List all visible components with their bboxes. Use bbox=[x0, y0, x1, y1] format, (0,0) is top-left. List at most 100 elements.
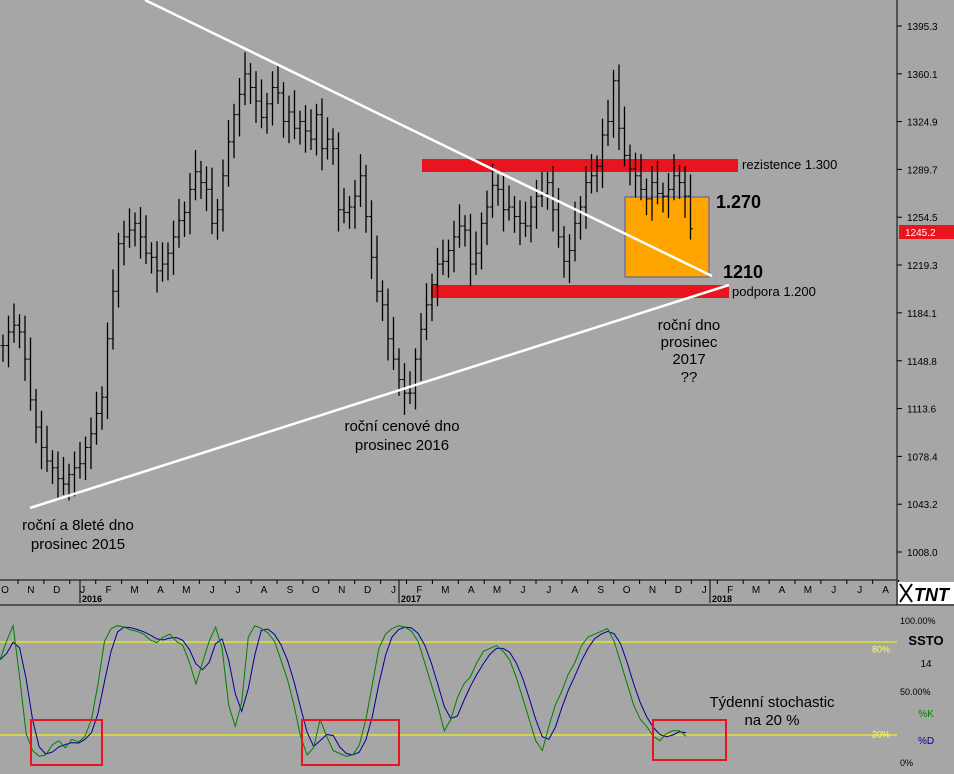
price-bar bbox=[396, 348, 402, 396]
price-bar bbox=[176, 198, 182, 248]
x-month-label: M bbox=[182, 585, 190, 596]
stoch-tick-label: 80% bbox=[872, 644, 890, 654]
x-month-label: A bbox=[571, 585, 578, 596]
price-bar bbox=[204, 166, 209, 212]
y-tick-label: 1395.3 bbox=[907, 22, 938, 33]
price-bar bbox=[171, 220, 176, 275]
price-bar bbox=[242, 52, 248, 106]
price-bar bbox=[561, 226, 567, 278]
price-bar bbox=[187, 173, 193, 235]
price-bar bbox=[292, 90, 297, 140]
price-bar bbox=[138, 207, 143, 259]
price-bar bbox=[567, 234, 572, 284]
price-bar bbox=[325, 117, 330, 160]
price-bar bbox=[380, 280, 385, 322]
stoch-name-label: SSTO bbox=[908, 633, 943, 648]
y-tick-label: 1324.9 bbox=[907, 118, 938, 129]
price-axis-background bbox=[897, 0, 954, 578]
support-label: podpora 1.200 bbox=[732, 284, 816, 299]
price-bar bbox=[308, 109, 314, 150]
price-bar bbox=[462, 215, 468, 247]
price-bar bbox=[688, 174, 693, 240]
price-bar bbox=[451, 220, 457, 273]
price-bar bbox=[253, 71, 259, 123]
price-bar bbox=[572, 201, 578, 262]
price-bar bbox=[413, 348, 418, 410]
price-bar bbox=[55, 451, 61, 501]
x-month-label: N bbox=[27, 585, 34, 596]
price-bar bbox=[127, 208, 132, 248]
x-month-label: A bbox=[882, 585, 889, 596]
price-bar bbox=[589, 154, 594, 194]
x-year-label: 2017 bbox=[401, 594, 421, 604]
price-bar bbox=[352, 179, 358, 229]
price-y-axis: 1395.3 1360.1 1324.9 1289.7 1254.5 1219.3 1184… bbox=[897, 22, 938, 559]
stoch-d-legend: %D bbox=[918, 736, 934, 747]
price-bar bbox=[611, 69, 616, 138]
x-month-label: J bbox=[521, 585, 526, 596]
x-month-label: N bbox=[338, 585, 345, 596]
price-bar bbox=[132, 212, 138, 247]
price-bar bbox=[209, 167, 215, 235]
price-bar bbox=[473, 231, 479, 275]
price-bar bbox=[600, 118, 605, 189]
y-tick-label: 1360.1 bbox=[907, 70, 938, 81]
price-bar bbox=[506, 185, 512, 221]
price-bar bbox=[578, 196, 583, 240]
price-bar bbox=[330, 128, 336, 165]
price-bar bbox=[231, 103, 237, 159]
price-bar bbox=[446, 239, 451, 278]
price-bar bbox=[682, 166, 688, 218]
price-bar bbox=[88, 417, 94, 470]
last-price-marker bbox=[899, 225, 954, 239]
price-bar bbox=[484, 190, 490, 246]
low-2017-line2: prosinec bbox=[661, 334, 718, 351]
stoch-annotation-line1: Týdenní stochastic bbox=[709, 694, 835, 711]
level-1270-label: 1.270 bbox=[716, 192, 761, 212]
price-bar bbox=[556, 188, 561, 248]
y-tick-label: 1184.1 bbox=[907, 309, 937, 320]
x-month-label: J bbox=[702, 585, 707, 596]
y-tick-label: 1008.0 bbox=[907, 548, 938, 559]
x-month-label: J bbox=[391, 585, 396, 596]
price-bar bbox=[385, 288, 391, 361]
level-1210-label: 1210 bbox=[723, 262, 763, 282]
tnt-logo: TNT bbox=[898, 582, 954, 605]
price-bar bbox=[523, 201, 528, 237]
price-bar bbox=[545, 171, 550, 210]
price-bar bbox=[616, 64, 622, 150]
x-month-label: M bbox=[441, 585, 449, 596]
x-month-label: F bbox=[416, 585, 422, 596]
price-bar bbox=[248, 63, 253, 104]
price-bar bbox=[495, 174, 501, 206]
y-tick-label: 1289.7 bbox=[907, 165, 938, 176]
price-bar bbox=[314, 103, 319, 156]
price-bar bbox=[61, 456, 66, 495]
low-2016-line1: roční cenové dno bbox=[344, 418, 459, 435]
stoch-tick-label: 100.00% bbox=[900, 616, 936, 626]
price-bar bbox=[110, 269, 116, 350]
price-bar bbox=[638, 154, 644, 201]
price-bar bbox=[369, 200, 374, 280]
price-bar bbox=[429, 273, 435, 322]
price-bar bbox=[22, 315, 28, 381]
x-year-label: 2016 bbox=[82, 594, 102, 604]
low-2015-line1: roční a 8leté dno bbox=[22, 517, 134, 534]
low-2017-line1: roční dno bbox=[658, 317, 721, 334]
price-bar bbox=[341, 188, 347, 224]
price-bar bbox=[105, 322, 110, 419]
x-month-label: D bbox=[364, 585, 371, 596]
tnt-logo-text: TNT bbox=[914, 585, 951, 605]
price-bar bbox=[281, 82, 286, 138]
stoch-highlight-2016 bbox=[301, 719, 400, 766]
price-bar bbox=[336, 132, 341, 232]
price-bar bbox=[374, 235, 380, 303]
price-bar bbox=[303, 105, 308, 153]
resistance-zone bbox=[422, 159, 738, 172]
price-bar bbox=[666, 173, 671, 218]
price-bar bbox=[198, 160, 204, 199]
x-month-label: M bbox=[130, 585, 138, 596]
price-bar bbox=[99, 386, 105, 430]
